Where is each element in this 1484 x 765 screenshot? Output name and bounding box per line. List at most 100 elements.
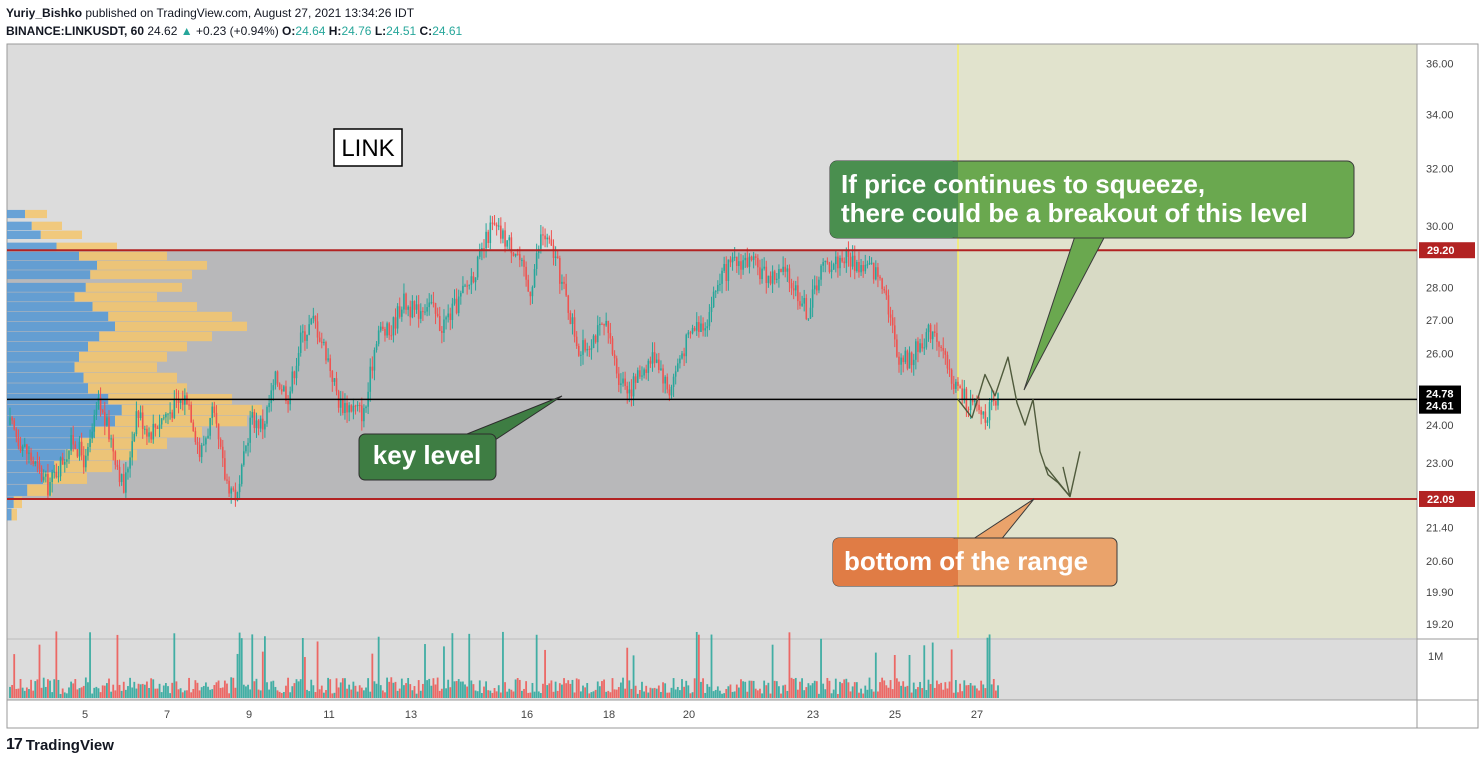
volume-bar — [377, 636, 380, 698]
candle — [162, 414, 165, 421]
volume-bar — [84, 677, 87, 698]
tradingview-footer[interactable]: 17 TradingView — [6, 736, 114, 754]
volume-bar — [240, 638, 243, 698]
candle — [110, 434, 112, 448]
volume-bar — [815, 681, 818, 698]
candle — [272, 379, 275, 402]
callout-text-line: there could be a breakout of this level — [841, 198, 1308, 228]
volume-bar — [959, 683, 961, 698]
volume-bar — [900, 685, 902, 698]
volume-bar — [571, 679, 574, 698]
volume-bar — [664, 683, 667, 698]
y-tick-label: 21.40 — [1426, 522, 1454, 534]
volume-bar — [609, 692, 612, 698]
symbol-label: LINK — [341, 135, 394, 162]
candle — [719, 273, 721, 292]
volume-bar — [80, 687, 83, 698]
volume-bar — [824, 689, 827, 698]
volume-bar — [906, 685, 909, 698]
volume-bar — [223, 680, 226, 698]
candle — [40, 465, 43, 483]
candle — [535, 243, 538, 276]
volume-bar — [735, 684, 738, 698]
volume-bar — [518, 679, 521, 698]
candle — [253, 409, 256, 433]
candle — [856, 259, 858, 273]
candle — [717, 280, 719, 294]
candle — [194, 427, 197, 445]
volume-bar — [61, 688, 64, 698]
candle — [388, 321, 390, 340]
callout-text: bottom of the range — [844, 546, 1088, 576]
symbol-name[interactable]: BINANCE:LINKUSDT, 60 — [6, 24, 145, 38]
x-tick-label: 20 — [683, 709, 695, 721]
volume-bar — [470, 680, 473, 698]
candle — [862, 260, 864, 278]
candle — [910, 351, 913, 373]
volume-bar — [234, 687, 237, 698]
candle — [386, 321, 388, 338]
volume-bar — [188, 677, 190, 698]
author-name[interactable]: Yuriy_Bishko — [6, 6, 83, 20]
volume-bar — [584, 687, 587, 698]
volume-bar — [226, 683, 228, 698]
candle — [352, 398, 355, 420]
candle — [247, 438, 249, 457]
candle — [120, 473, 123, 486]
volume-bar — [700, 681, 702, 698]
volume-bar — [952, 692, 955, 698]
candle — [358, 402, 361, 413]
volume-bar — [287, 677, 289, 698]
volume-bar — [17, 688, 20, 698]
candle — [422, 307, 424, 321]
volume-bar — [655, 688, 658, 698]
candle — [611, 336, 614, 356]
candle — [141, 405, 144, 439]
candle — [255, 412, 258, 438]
candle — [582, 329, 584, 365]
volume-bar — [112, 684, 115, 698]
forecast-path — [957, 356, 1081, 498]
volume-bar — [301, 637, 304, 698]
volume-bar — [276, 690, 279, 698]
candle — [350, 404, 353, 413]
candle — [653, 342, 656, 368]
volume-bar — [247, 684, 249, 698]
candle — [158, 414, 161, 438]
candle — [445, 315, 447, 330]
volume-bar — [310, 679, 313, 698]
candle — [331, 369, 334, 392]
candle — [942, 337, 945, 359]
volume-bar — [914, 689, 917, 698]
candle — [45, 470, 47, 483]
candle — [921, 334, 923, 352]
candle — [885, 284, 888, 300]
volume-bar — [238, 632, 241, 698]
volume-bar — [485, 681, 487, 698]
volume-bar — [927, 679, 930, 698]
candle — [531, 285, 534, 304]
candle — [845, 247, 848, 273]
candle — [573, 309, 576, 343]
candle — [131, 431, 133, 466]
volume-bar — [556, 690, 559, 698]
candle — [396, 303, 399, 334]
volume-bar — [805, 687, 808, 698]
volume-bar — [472, 684, 475, 698]
volume-bar — [830, 693, 833, 698]
volume-bar — [459, 681, 462, 698]
candle — [238, 475, 241, 499]
candle — [870, 257, 873, 265]
volume-bar — [784, 684, 787, 698]
candle — [620, 373, 622, 394]
candle — [603, 323, 605, 336]
volume-bar — [390, 677, 393, 698]
candle — [441, 326, 443, 344]
volume-bar — [803, 690, 806, 698]
y-tick-label: 34.00 — [1426, 110, 1454, 122]
volume-bar — [462, 681, 464, 698]
candle — [468, 284, 471, 290]
volume-bar — [177, 689, 180, 698]
candle — [754, 253, 757, 266]
